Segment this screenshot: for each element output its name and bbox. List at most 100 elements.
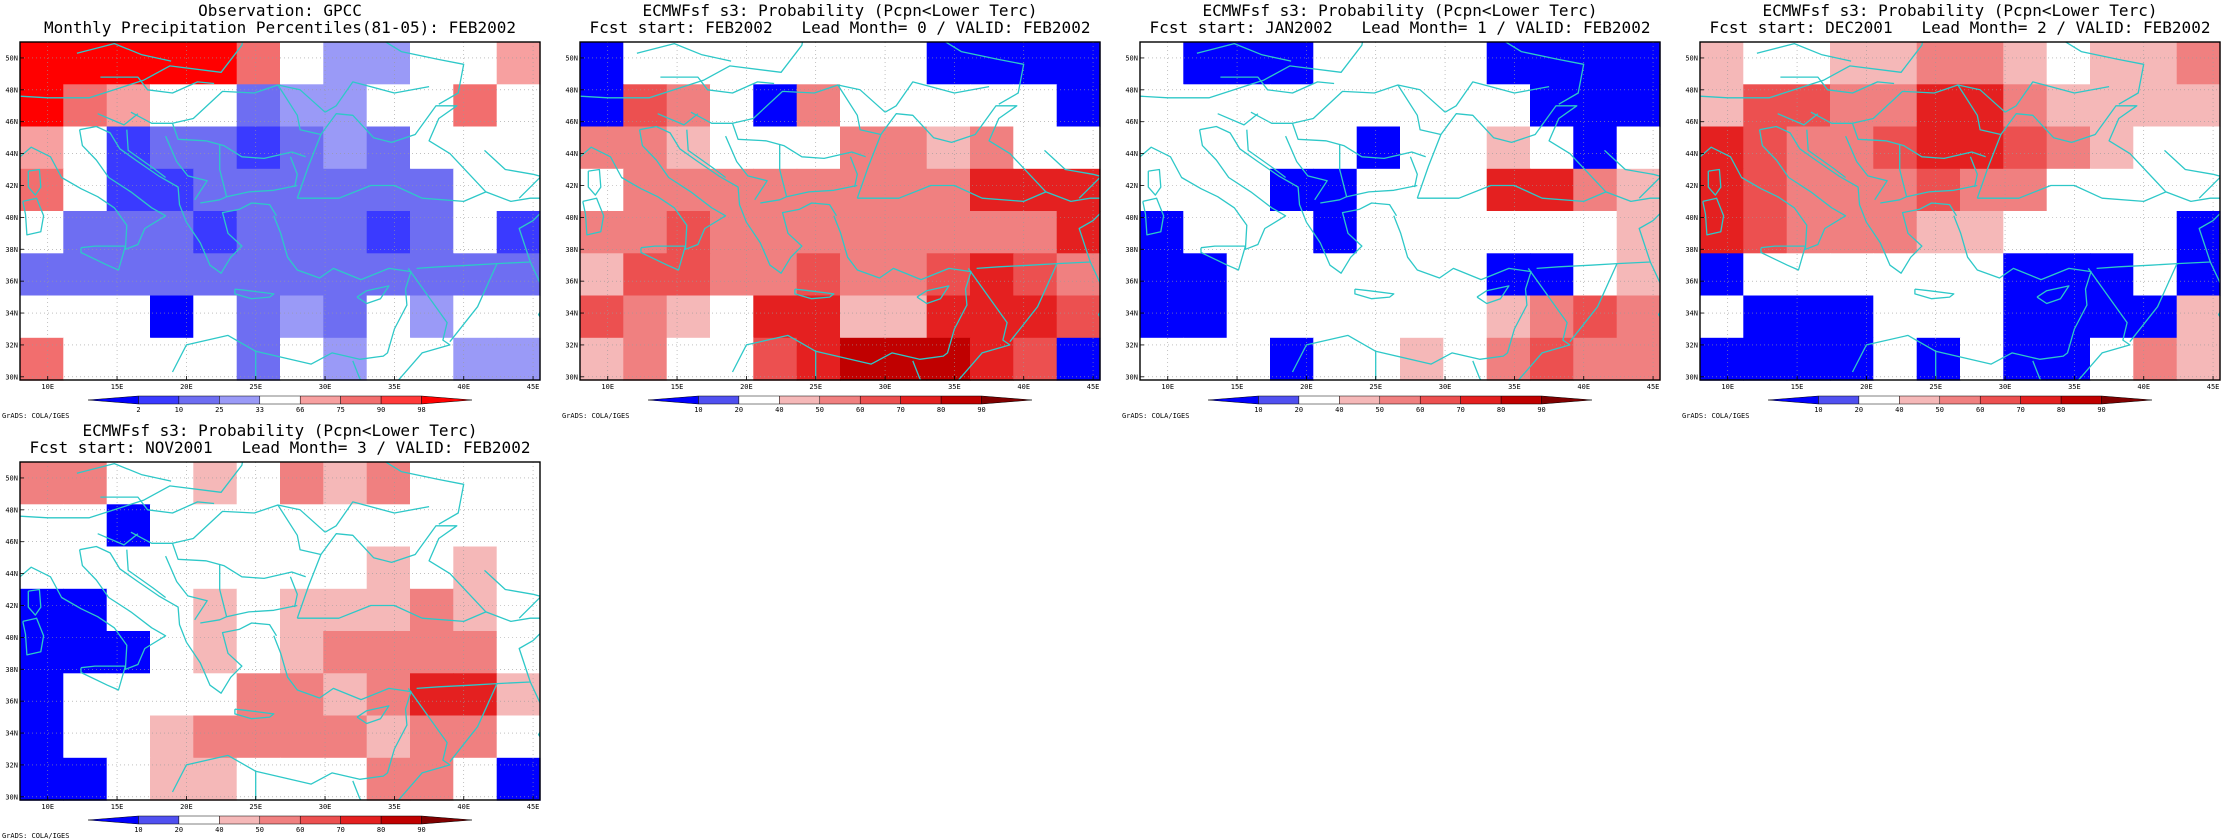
- grid-cell: [453, 631, 498, 674]
- lon-tick-label: 35E: [388, 803, 401, 811]
- lon-tick-label: 25E: [249, 803, 262, 811]
- grid-cell: [1786, 337, 1831, 381]
- lat-tick-label: 44N: [5, 150, 18, 158]
- grid-cell: [496, 588, 541, 632]
- colorbar-segment: [2020, 395, 2062, 405]
- colorbar-label: 70: [336, 826, 344, 834]
- grid-cell: [1356, 126, 1401, 170]
- lat-tick-label: 32N: [5, 341, 18, 349]
- grid-cell: [496, 715, 541, 759]
- lat-tick-label: 32N: [565, 341, 578, 349]
- grid-cell: [753, 253, 798, 297]
- coastline: [2129, 263, 2178, 343]
- grid-cell: [580, 126, 624, 170]
- grid-cell: [63, 673, 108, 717]
- grid-cell: [20, 295, 64, 339]
- grid-cell: [753, 42, 798, 85]
- grid-cell: [2133, 295, 2178, 339]
- colorbar: 10 20 40 50 60 70 80 90: [1207, 395, 1593, 414]
- coastline: [384, 42, 465, 105]
- colorbar-label: 50: [816, 406, 824, 414]
- map-svg: 50N 48N 46N 44N 42N 40N 38N 36N 34N 32N 30N 10E 15E 2…: [1125, 41, 1661, 414]
- grid-cell: [970, 211, 1014, 254]
- grid-cell: [236, 126, 281, 170]
- colorbar-segment: [1818, 395, 1860, 405]
- grid-cell: [1700, 337, 1744, 381]
- colorbar-segment: [859, 395, 901, 405]
- lon-tick-label: 20E: [180, 803, 193, 811]
- coastline: [1851, 215, 2092, 373]
- colorbar-label: 10: [694, 406, 702, 414]
- grid-cell: [366, 211, 411, 254]
- colorbar-segment: [1767, 395, 1819, 405]
- grid-cell: [453, 84, 498, 128]
- colorbar-segment: [1460, 395, 1502, 405]
- colorbar-label: 20: [1295, 406, 1303, 414]
- lat-tick-label: 42N: [5, 602, 18, 610]
- colorbar-label: 90: [1537, 406, 1545, 414]
- coastline: [639, 125, 838, 274]
- coastline: [1147, 168, 1162, 196]
- grid-cell: [1960, 168, 2004, 212]
- colorbar-label: 60: [1976, 406, 1984, 414]
- grid-cell: [20, 757, 64, 801]
- grid-cell: [1056, 84, 1101, 128]
- grid-cell: [193, 253, 238, 297]
- coastline: [76, 462, 172, 482]
- grid-cell: [1573, 211, 1618, 254]
- grid-cell: [20, 588, 64, 632]
- coastline: [126, 549, 166, 599]
- map-svg: 50N 48N 46N 44N 42N 40N 38N 36N 34N 32N 30N 10E 15E 2…: [565, 41, 1101, 414]
- coastline: [529, 681, 540, 738]
- lat-tick-label: 48N: [1125, 86, 1138, 94]
- coastline: [397, 268, 451, 380]
- grid-cell: [1916, 42, 1961, 85]
- grid-cell: [1960, 126, 2004, 170]
- grid-cell: [1743, 84, 1788, 128]
- grid-cell: [1700, 253, 1744, 297]
- lat-tick-label: 32N: [5, 761, 18, 769]
- coastline: [1517, 268, 1571, 380]
- coastline: [640, 245, 687, 271]
- grid-cell: [20, 715, 64, 759]
- grid-cell: [1270, 295, 1314, 339]
- lat-tick-label: 44N: [1685, 150, 1698, 158]
- grid-cell: [453, 715, 498, 759]
- lon-tick-label: 25E: [809, 383, 822, 391]
- grid-cell: [623, 337, 668, 381]
- panel-title-line1: ECMWFsf s3: Probability (Pcpn<Lower Terc…: [1202, 1, 1598, 20]
- colorbar-segment: [340, 395, 382, 405]
- coastline: [786, 184, 858, 198]
- grid-cell: [1616, 42, 1661, 85]
- grid-cell: [1743, 42, 1788, 85]
- coastline: [1444, 81, 1550, 113]
- grads-credit: GrADS: COLA/IGES: [2, 412, 70, 420]
- coastline: [484, 149, 540, 177]
- grid-cell: [1270, 126, 1314, 170]
- coastline: [1880, 144, 1908, 204]
- coastline: [2096, 191, 2220, 270]
- grid-cell: [280, 631, 324, 674]
- colorbar-label: 90: [977, 406, 985, 414]
- coastline: [1536, 191, 1660, 270]
- colorbar-segment: [380, 395, 422, 405]
- grid-cell: [193, 42, 238, 85]
- lat-tick-label: 48N: [5, 86, 18, 94]
- grid-cell: [366, 42, 411, 85]
- lon-tick-label: 15E: [1231, 383, 1244, 391]
- colorbar-label: 20: [735, 406, 743, 414]
- coastline: [1851, 123, 1986, 160]
- grid-cell: [2176, 42, 2221, 85]
- graticule: [20, 42, 540, 380]
- coastline: [20, 462, 244, 519]
- grid-cell: [2133, 253, 2178, 297]
- grid-cell: [150, 673, 194, 717]
- lon-tick-label: 40E: [1017, 383, 1030, 391]
- lat-tick-label: 36N: [5, 278, 18, 286]
- grid-cell: [1916, 295, 1961, 339]
- coastline: [1397, 84, 1442, 136]
- colorbar-segment: [259, 815, 301, 825]
- grid-cell: [710, 126, 754, 170]
- colorbar-segment: [1858, 395, 1900, 405]
- coastline: [296, 105, 487, 203]
